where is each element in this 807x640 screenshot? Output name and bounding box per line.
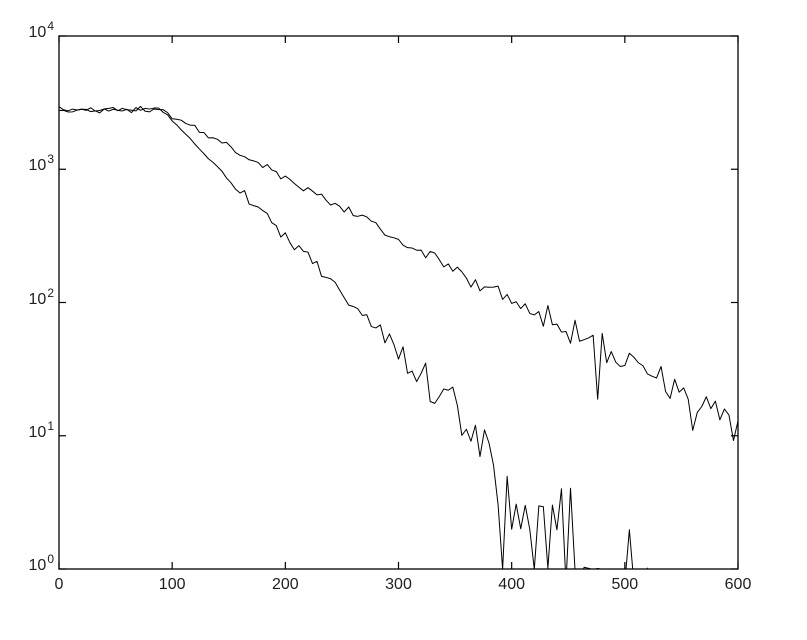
- x-tick-label-300: 300: [385, 576, 412, 593]
- plot-box: [58, 35, 739, 570]
- y-tick-label-10e3: 103: [28, 152, 54, 175]
- y-tick-base: 10: [28, 157, 47, 175]
- y-tick-exponent: 0: [47, 552, 54, 566]
- x-tick-label-200: 200: [271, 576, 299, 593]
- y-tick-exponent: 4: [47, 19, 54, 33]
- y-tick-exponent: 2: [47, 285, 54, 300]
- y-tick-label-10e4: 104: [28, 19, 54, 42]
- y-tick-base: 10: [28, 290, 47, 308]
- x-tick-label-0: 0: [54, 576, 64, 593]
- y-tick-label-10e2: 102: [28, 286, 54, 309]
- y-tick-base: 10: [28, 24, 47, 41]
- x-tick-label-400: 400: [498, 576, 525, 593]
- y-tick-label-10e0: 100: [28, 552, 54, 575]
- y-tick-base: 10: [28, 557, 47, 574]
- x-tick-label-600: 600: [724, 576, 752, 593]
- y-tick-label-10e1: 101: [28, 419, 54, 442]
- y-tick-base: 10: [28, 423, 47, 441]
- y-tick-exponent: 1: [47, 418, 54, 433]
- series-line-slow-decay: [59, 105, 738, 442]
- series-line-fast-decay: [59, 106, 648, 569]
- y-tick-exponent: 3: [47, 152, 54, 167]
- x-tick-label-100: 100: [158, 576, 186, 593]
- x-tick-label-500: 500: [611, 576, 639, 593]
